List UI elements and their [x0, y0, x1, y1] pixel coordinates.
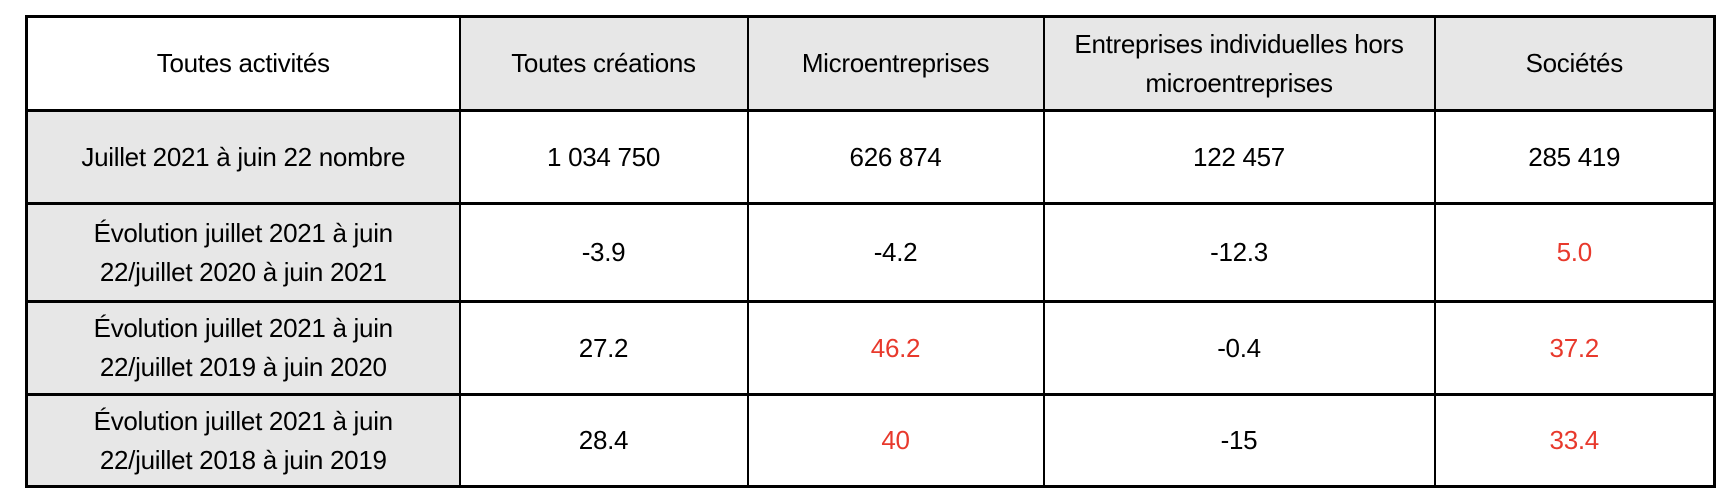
value-cell: 5.0	[1433, 202, 1716, 303]
row-label: Juillet 2021 à juin 22 nombre	[25, 109, 461, 205]
header-cell-microentreprises: Microentreprises	[746, 15, 1045, 112]
header-cell-toutes-creations: Toutes créations	[458, 15, 749, 112]
header-cell-entreprises-individuelles: Entreprises individuelles hors microentr…	[1042, 15, 1436, 112]
row-label: Évolution juillet 2021 à juin 22/juillet…	[25, 300, 461, 396]
value-cell: 1 034 750	[458, 109, 749, 205]
table-row-evolution-2020-2021: Évolution juillet 2021 à juin 22/juillet…	[25, 202, 1716, 303]
table-row-evolution-2018-2019: Évolution juillet 2021 à juin 22/juillet…	[25, 393, 1716, 488]
value-cell: -4.2	[746, 202, 1045, 303]
value-cell: 37.2	[1433, 300, 1716, 396]
row-label: Évolution juillet 2021 à juin 22/juillet…	[25, 202, 461, 303]
value-cell: 33.4	[1433, 393, 1716, 488]
business-creations-table: Toutes activités Toutes créations Microe…	[25, 15, 1716, 488]
header-cell-societes: Sociétés	[1433, 15, 1716, 112]
value-cell: 626 874	[746, 109, 1045, 205]
value-cell: -12.3	[1042, 202, 1436, 303]
row-label: Évolution juillet 2021 à juin 22/juillet…	[25, 393, 461, 488]
value-cell: 46.2	[746, 300, 1045, 396]
business-creations-table-wrapper: Toutes activités Toutes créations Microe…	[25, 15, 1716, 488]
table-row-evolution-2019-2020: Évolution juillet 2021 à juin 22/juillet…	[25, 300, 1716, 396]
value-cell: 28.4	[458, 393, 749, 488]
value-cell: 285 419	[1433, 109, 1716, 205]
header-cell-toutes-activites: Toutes activités	[25, 15, 461, 112]
header-row: Toutes activités Toutes créations Microe…	[25, 15, 1716, 112]
value-cell: 27.2	[458, 300, 749, 396]
value-cell: 122 457	[1042, 109, 1436, 205]
value-cell: -3.9	[458, 202, 749, 303]
table-row-nombre: Juillet 2021 à juin 22 nombre 1 034 750 …	[25, 109, 1716, 205]
value-cell: -0.4	[1042, 300, 1436, 396]
value-cell: -15	[1042, 393, 1436, 488]
value-cell: 40	[746, 393, 1045, 488]
